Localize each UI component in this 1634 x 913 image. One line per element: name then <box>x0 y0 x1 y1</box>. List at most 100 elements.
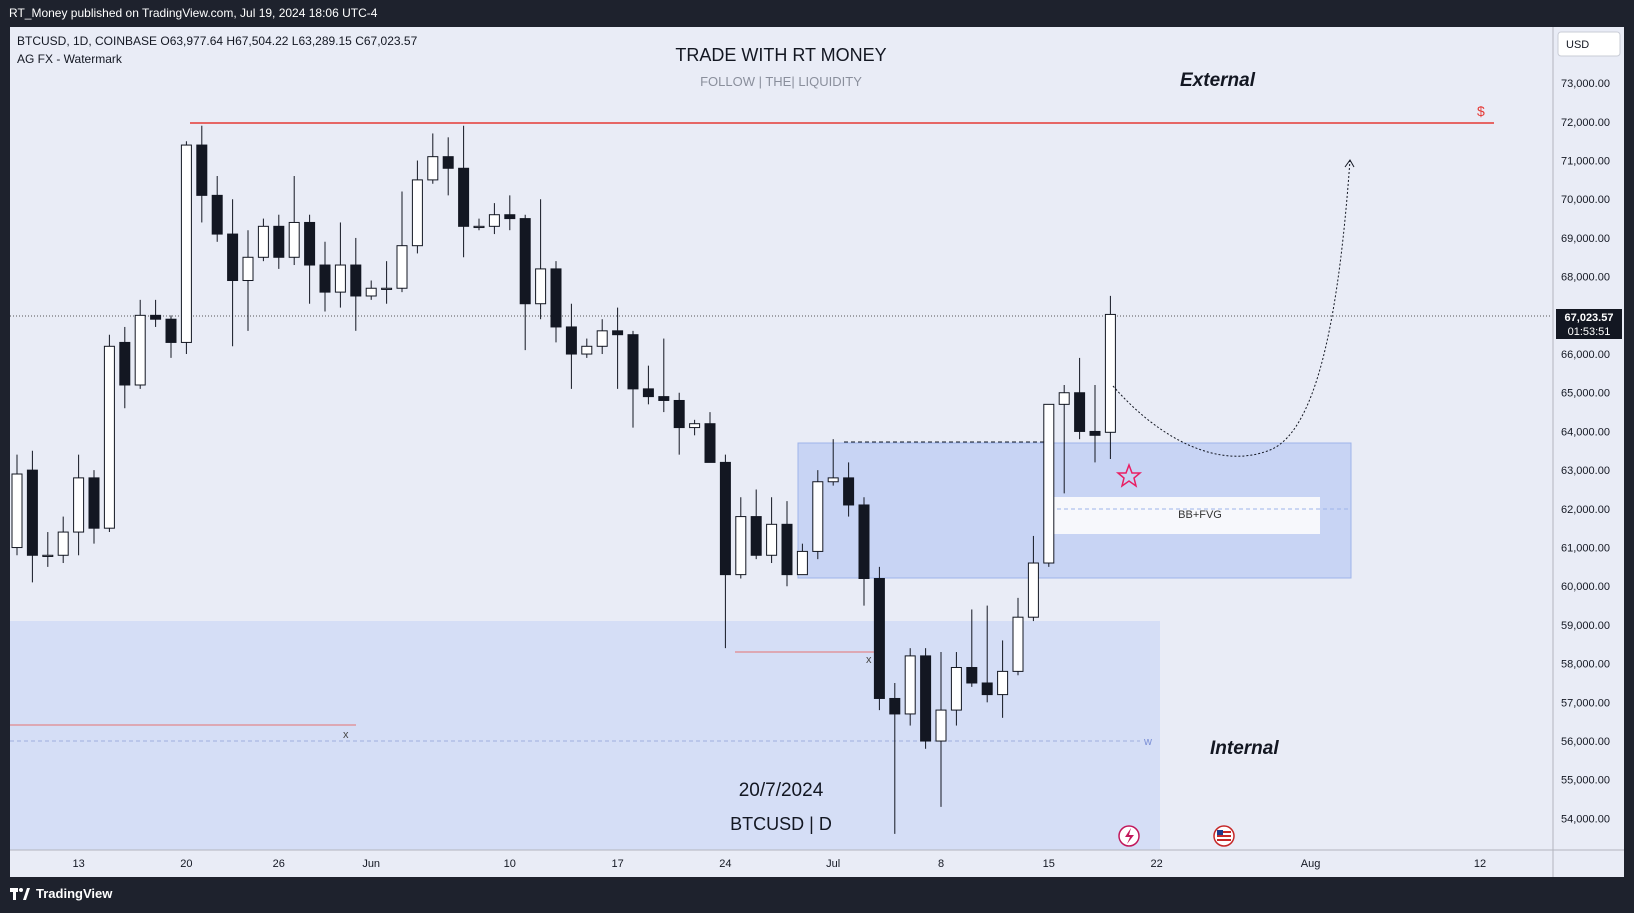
lower-liquidity-zone <box>10 621 1160 850</box>
candle-body[interactable] <box>257 225 269 258</box>
candle-body[interactable] <box>103 345 115 529</box>
candle-body[interactable] <box>781 523 793 576</box>
candle-body[interactable] <box>88 477 100 529</box>
candle-body[interactable] <box>334 264 346 293</box>
candle-body[interactable] <box>11 473 23 549</box>
candle-body[interactable] <box>581 345 593 355</box>
candle-body[interactable] <box>57 531 69 556</box>
candle-body[interactable] <box>550 268 562 328</box>
candle-body[interactable] <box>519 218 531 305</box>
candle-body[interactable] <box>950 667 962 711</box>
price-tick-label: 59,000.00 <box>1561 620 1610 632</box>
candle-body[interactable] <box>997 670 1009 696</box>
candle-body[interactable] <box>1104 313 1116 433</box>
candle-body[interactable] <box>150 314 162 320</box>
time-tick-label: Jun <box>362 858 380 870</box>
candle-body[interactable] <box>1043 403 1055 564</box>
candle-body[interactable] <box>843 477 855 506</box>
indicator-label[interactable]: AG FX - Watermark <box>17 52 123 66</box>
candle-body[interactable] <box>889 697 901 715</box>
candle-body[interactable] <box>1027 562 1039 618</box>
candle-body[interactable] <box>1074 392 1086 432</box>
candle-body[interactable] <box>73 477 85 533</box>
candle-body[interactable] <box>26 469 38 556</box>
candle-body[interactable] <box>966 667 978 684</box>
candle-body[interactable] <box>458 167 470 227</box>
candle-body[interactable] <box>612 330 624 336</box>
candle-body[interactable] <box>119 341 131 386</box>
candle-body[interactable] <box>381 287 393 290</box>
candle-body[interactable] <box>165 318 177 343</box>
currency-button[interactable] <box>1557 31 1621 57</box>
candle-body[interactable] <box>304 221 316 266</box>
tradingview-logo-icon <box>10 887 30 900</box>
time-tick-label: 12 <box>1474 858 1486 870</box>
candle-body[interactable] <box>396 245 408 289</box>
candle-body[interactable] <box>719 461 731 576</box>
candle-body[interactable] <box>796 550 808 576</box>
candle-body[interactable] <box>689 423 701 429</box>
candle-body[interactable] <box>535 268 547 305</box>
candle-body[interactable] <box>642 388 654 398</box>
candle-body[interactable] <box>473 225 485 229</box>
projection-arrowhead-icon <box>1344 159 1355 168</box>
time-tick-label: 15 <box>1043 858 1055 870</box>
candle-body[interactable] <box>981 682 993 696</box>
star-marker-icon <box>1115 462 1143 488</box>
candle-body[interactable] <box>873 577 885 699</box>
flag-stripe-1 <box>1217 831 1231 833</box>
candle-body[interactable] <box>1089 430 1101 436</box>
candle-body[interactable] <box>1012 616 1024 672</box>
symbol-info: BTCUSD, 1D, COINBASE O63,977.64 H67,504.… <box>17 34 418 48</box>
price-tick-label: 73,000.00 <box>1561 78 1610 90</box>
candle-body[interactable] <box>427 156 439 181</box>
candle-body[interactable] <box>658 396 670 401</box>
publisher-line: RT_Money published on TradingView.com, J… <box>9 6 378 20</box>
candle-body[interactable] <box>935 709 947 742</box>
time-tick-label: 8 <box>938 858 944 870</box>
candle-body[interactable] <box>904 655 916 715</box>
flag-canton <box>1217 830 1223 835</box>
dollar-marker: $ <box>1477 103 1485 119</box>
candle-body[interactable] <box>365 287 377 297</box>
candle-body[interactable] <box>504 214 516 220</box>
candle-body[interactable] <box>227 233 239 282</box>
w-level-label: w <box>1143 736 1152 748</box>
candle-body[interactable] <box>1058 392 1070 405</box>
time-tick-label: 13 <box>72 858 84 870</box>
price-tick-label: 69,000.00 <box>1561 233 1610 245</box>
candle-body[interactable] <box>704 423 716 463</box>
candle-body[interactable] <box>565 326 577 355</box>
bb-fvg-label-box <box>1050 497 1320 534</box>
candle-body[interactable] <box>134 314 146 386</box>
candle-body[interactable] <box>411 179 423 247</box>
candle-body[interactable] <box>42 554 54 557</box>
candle-body[interactable] <box>673 399 685 429</box>
candle-body[interactable] <box>180 144 192 343</box>
candle-body[interactable] <box>750 516 762 556</box>
candle-body[interactable] <box>920 655 932 742</box>
footer-brand[interactable]: TradingView <box>10 886 112 901</box>
candle-body[interactable] <box>627 334 639 390</box>
candle-body[interactable] <box>350 264 362 297</box>
price-tick-label: 71,000.00 <box>1561 156 1610 168</box>
candle-body[interactable] <box>196 144 208 196</box>
candle-body[interactable] <box>273 225 285 258</box>
candle-body[interactable] <box>596 330 608 347</box>
candle-body[interactable] <box>242 256 254 282</box>
candle-body[interactable] <box>319 264 331 293</box>
price-tick-label: 54,000.00 <box>1561 813 1610 825</box>
time-tick-label: 10 <box>504 858 516 870</box>
time-axis[interactable]: 13 20 26 Jun 10 17 24 Jul 8 15 22 Aug 12 <box>72 858 1486 870</box>
candle-body[interactable] <box>827 477 839 483</box>
candle-body[interactable] <box>858 504 870 579</box>
candle-body[interactable] <box>288 221 300 258</box>
candle-body[interactable] <box>442 156 454 169</box>
candle-body[interactable] <box>735 516 747 576</box>
candle-body[interactable] <box>488 214 500 227</box>
candle-body[interactable] <box>766 523 778 556</box>
price-axis[interactable]: 73,000.00 72,000.00 71,000.00 70,000.00 69,0… <box>1561 78 1610 825</box>
candle-body[interactable] <box>211 194 223 235</box>
candle-body[interactable] <box>812 481 824 552</box>
